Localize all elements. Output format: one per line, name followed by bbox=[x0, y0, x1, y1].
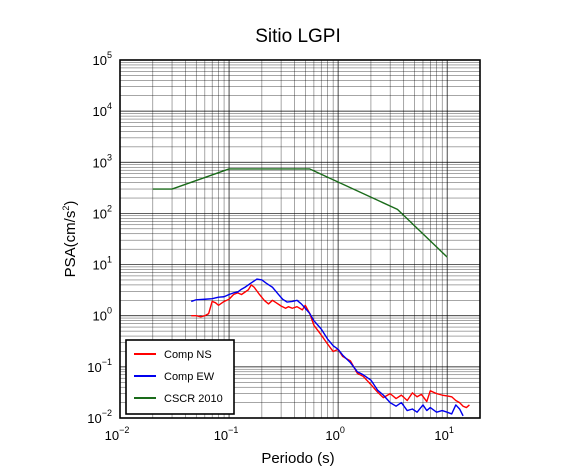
x-tick-label: 101 bbox=[434, 425, 453, 443]
y-axis-label: PSA(cm/s2) bbox=[61, 201, 79, 278]
y-axis-label-text: PSA(cm/s bbox=[62, 211, 79, 278]
y-tick-label: 10−1 bbox=[87, 357, 112, 375]
y-tick-label: 10−2 bbox=[87, 408, 112, 426]
x-tick-label: 100 bbox=[325, 425, 344, 443]
x-tick-labels: 10−2 10−1 100 101 bbox=[105, 425, 454, 443]
y-tick-label: 104 bbox=[93, 101, 112, 119]
y-axis-label-sup: 2 bbox=[61, 206, 71, 211]
legend-label-ns: Comp NS bbox=[164, 349, 212, 361]
legend-label-cscr: CSCR 2010 bbox=[164, 393, 223, 405]
legend-label-ew: Comp EW bbox=[164, 371, 215, 383]
y-tick-label: 102 bbox=[93, 203, 112, 221]
y-tick-label: 100 bbox=[93, 306, 112, 324]
series-comp-ew bbox=[191, 278, 464, 417]
chart-title: Sitio LGPI bbox=[255, 26, 341, 47]
x-tick-label: 10−1 bbox=[214, 425, 239, 443]
y-tick-labels: 10−2 10−1 100 101 102 103 104 105 bbox=[87, 50, 112, 426]
y-axis-label-close: ) bbox=[62, 201, 79, 206]
grid bbox=[119, 59, 481, 419]
y-tick-label: 105 bbox=[93, 50, 112, 68]
x-tick-label: 10−2 bbox=[105, 425, 130, 443]
x-axis-label: Periodo (s) bbox=[261, 450, 334, 467]
plot-frame bbox=[119, 59, 481, 419]
y-tick-label: 101 bbox=[93, 255, 112, 273]
series-cscr-2010 bbox=[152, 168, 448, 258]
series-layer bbox=[152, 168, 470, 417]
y-tick-label: 103 bbox=[93, 152, 112, 170]
series-comp-ns bbox=[191, 284, 470, 409]
legend: Comp NS Comp EW CSCR 2010 bbox=[125, 339, 235, 415]
